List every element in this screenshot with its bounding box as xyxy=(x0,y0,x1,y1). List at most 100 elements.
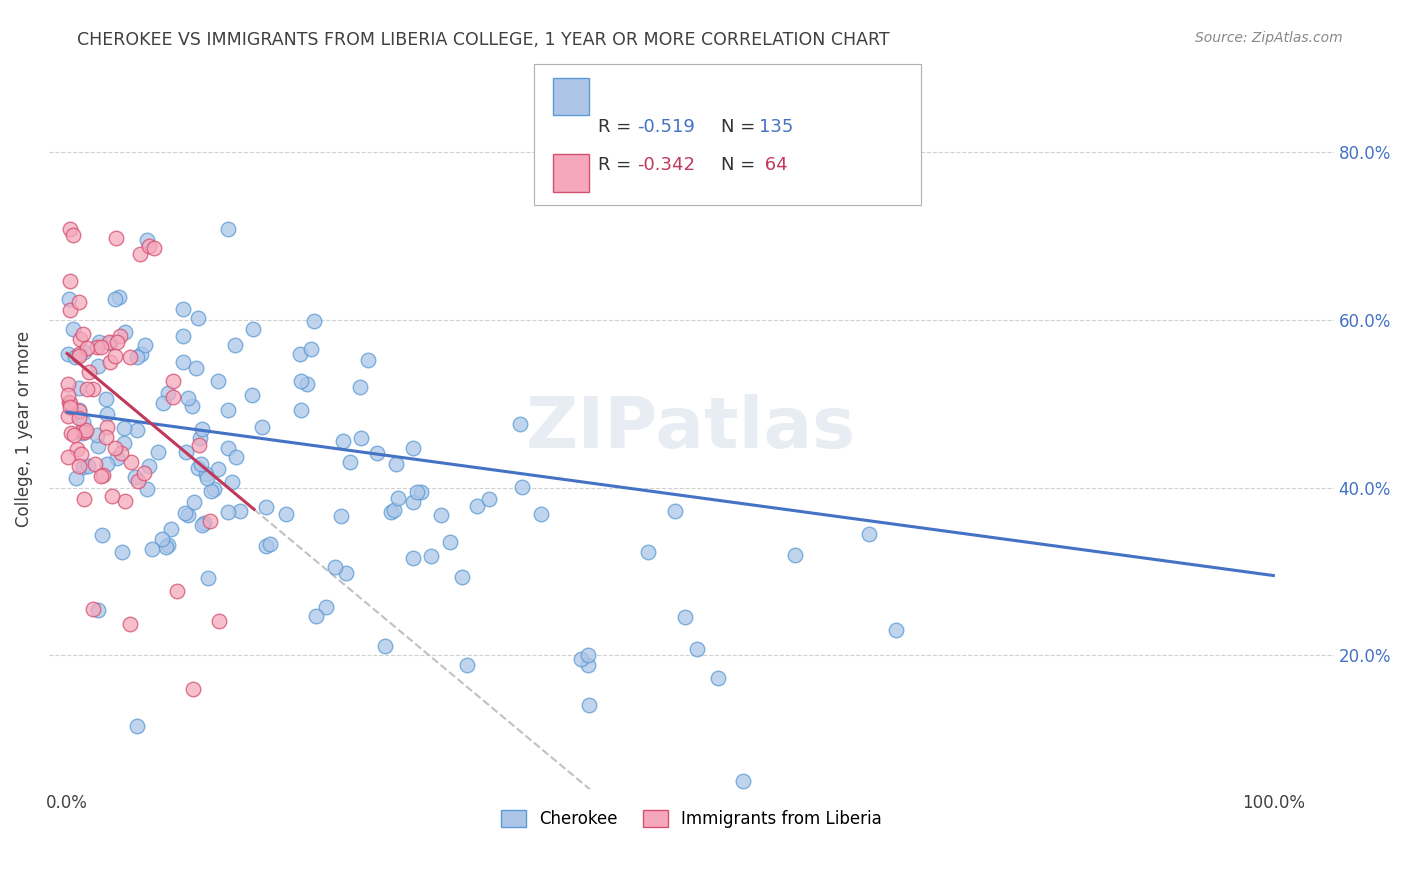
Point xyxy=(224,338,246,352)
Point xyxy=(350,431,373,445)
Point xyxy=(162,390,184,404)
Point xyxy=(382,502,405,516)
Point xyxy=(401,495,423,509)
Point xyxy=(58,409,80,423)
Y-axis label: College, 1 year or more: College, 1 year or more xyxy=(15,331,32,527)
Point xyxy=(664,503,686,517)
Point xyxy=(325,560,347,574)
Point xyxy=(315,600,337,615)
Point xyxy=(86,340,108,354)
Point xyxy=(305,609,328,624)
Point xyxy=(69,402,91,417)
Point xyxy=(90,468,112,483)
Text: N =: N = xyxy=(721,156,761,174)
Point xyxy=(190,431,212,445)
Point xyxy=(302,314,325,328)
Point xyxy=(59,222,82,236)
Point xyxy=(217,441,239,455)
Point xyxy=(274,507,297,521)
Point xyxy=(75,425,97,440)
Point xyxy=(177,392,200,406)
Point xyxy=(112,436,135,450)
Point xyxy=(82,382,104,396)
Point xyxy=(242,321,264,335)
Point xyxy=(157,538,180,552)
Point xyxy=(127,474,149,488)
Point xyxy=(288,347,311,361)
Point xyxy=(465,500,488,514)
Point xyxy=(207,374,229,388)
Point xyxy=(98,334,121,349)
Point xyxy=(155,541,177,555)
Text: CHEROKEE VS IMMIGRANTS FROM LIBERIA COLLEGE, 1 YEAR OR MORE CORRELATION CHART: CHEROKEE VS IMMIGRANTS FROM LIBERIA COLL… xyxy=(77,31,890,49)
Point xyxy=(120,454,142,468)
Point xyxy=(198,514,221,528)
Point xyxy=(207,461,229,475)
Text: -0.342: -0.342 xyxy=(637,156,695,174)
Text: Source: ZipAtlas.com: Source: ZipAtlas.com xyxy=(1195,31,1343,45)
Point xyxy=(530,508,553,522)
Point xyxy=(162,374,184,388)
Point xyxy=(60,425,83,440)
Point xyxy=(141,541,163,556)
Point xyxy=(75,423,97,437)
Point xyxy=(104,349,127,363)
Point xyxy=(254,500,277,514)
Point xyxy=(67,458,90,473)
Point xyxy=(225,450,247,465)
Point xyxy=(380,505,402,519)
Point xyxy=(387,491,409,506)
Point xyxy=(509,417,531,431)
Point xyxy=(190,457,212,471)
Point xyxy=(576,648,599,663)
Point xyxy=(409,484,432,499)
Point xyxy=(402,441,425,455)
Point xyxy=(100,355,122,369)
Point xyxy=(90,528,112,542)
Point xyxy=(101,489,124,503)
Point xyxy=(129,347,152,361)
Point xyxy=(160,523,183,537)
Point xyxy=(114,494,136,508)
Point xyxy=(686,641,709,656)
Point xyxy=(366,446,388,460)
Point xyxy=(783,549,806,563)
Point xyxy=(63,350,86,364)
Point xyxy=(58,347,80,361)
Point xyxy=(86,428,108,442)
Point xyxy=(187,437,209,451)
Point xyxy=(118,616,141,631)
Point xyxy=(136,233,159,247)
Point xyxy=(134,466,156,480)
Point xyxy=(330,509,353,524)
Point xyxy=(59,395,82,409)
Point xyxy=(259,537,281,551)
Point xyxy=(240,387,263,401)
Point xyxy=(124,470,146,484)
Point xyxy=(136,483,159,497)
Point xyxy=(72,491,94,506)
Point xyxy=(83,457,105,471)
Point xyxy=(228,504,250,518)
Point xyxy=(62,322,84,336)
Point xyxy=(125,719,148,733)
Point xyxy=(69,447,91,461)
Point xyxy=(96,392,118,406)
Point xyxy=(374,640,396,654)
Point xyxy=(217,222,239,236)
Point xyxy=(67,349,90,363)
Point xyxy=(456,657,478,672)
Point xyxy=(637,545,659,559)
Point xyxy=(194,467,217,481)
Point xyxy=(76,341,98,355)
Point xyxy=(419,549,441,564)
Text: -0.519: -0.519 xyxy=(637,118,695,136)
Point xyxy=(143,241,166,255)
Point xyxy=(148,445,170,459)
Point xyxy=(187,311,209,326)
Point xyxy=(254,539,277,553)
Point xyxy=(59,275,82,289)
Point xyxy=(858,527,880,541)
Point xyxy=(96,457,118,471)
Point xyxy=(172,354,194,368)
